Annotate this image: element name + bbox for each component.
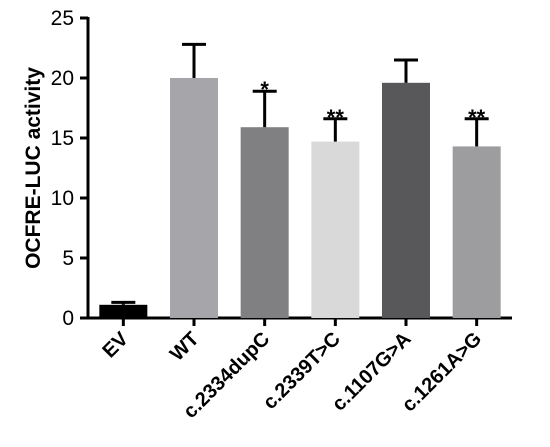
- bars: [99, 78, 501, 318]
- bar: [240, 127, 289, 318]
- bar: [452, 146, 501, 318]
- bar: [99, 304, 148, 318]
- x-tick-label: WT: [166, 328, 204, 366]
- bar: [170, 78, 218, 318]
- y-tick-label: 10: [51, 187, 74, 210]
- significance-marker: **: [468, 105, 486, 130]
- significance-markers: *** **: [260, 77, 485, 130]
- x-axis: EV WTc.2334dupCc.2339T>Cc.1107G>Ac.1261A>…: [86, 316, 512, 423]
- y-axis: 0 5 10 15 20 25: [51, 7, 90, 330]
- bar: [311, 141, 360, 318]
- y-axis-title: OCFRE-LUC activity: [22, 67, 45, 269]
- x-tick-label: EV: [98, 328, 133, 363]
- y-tick-label: 0: [62, 307, 74, 330]
- significance-marker: *: [260, 77, 269, 102]
- y-tick-label: 25: [51, 7, 74, 30]
- y-tick-label: 5: [62, 247, 74, 270]
- y-tick-label: 15: [51, 127, 74, 150]
- error-bars: [111, 42, 489, 305]
- y-tick-label: 20: [51, 67, 74, 90]
- bar: [382, 82, 430, 318]
- significance-marker: **: [327, 105, 345, 130]
